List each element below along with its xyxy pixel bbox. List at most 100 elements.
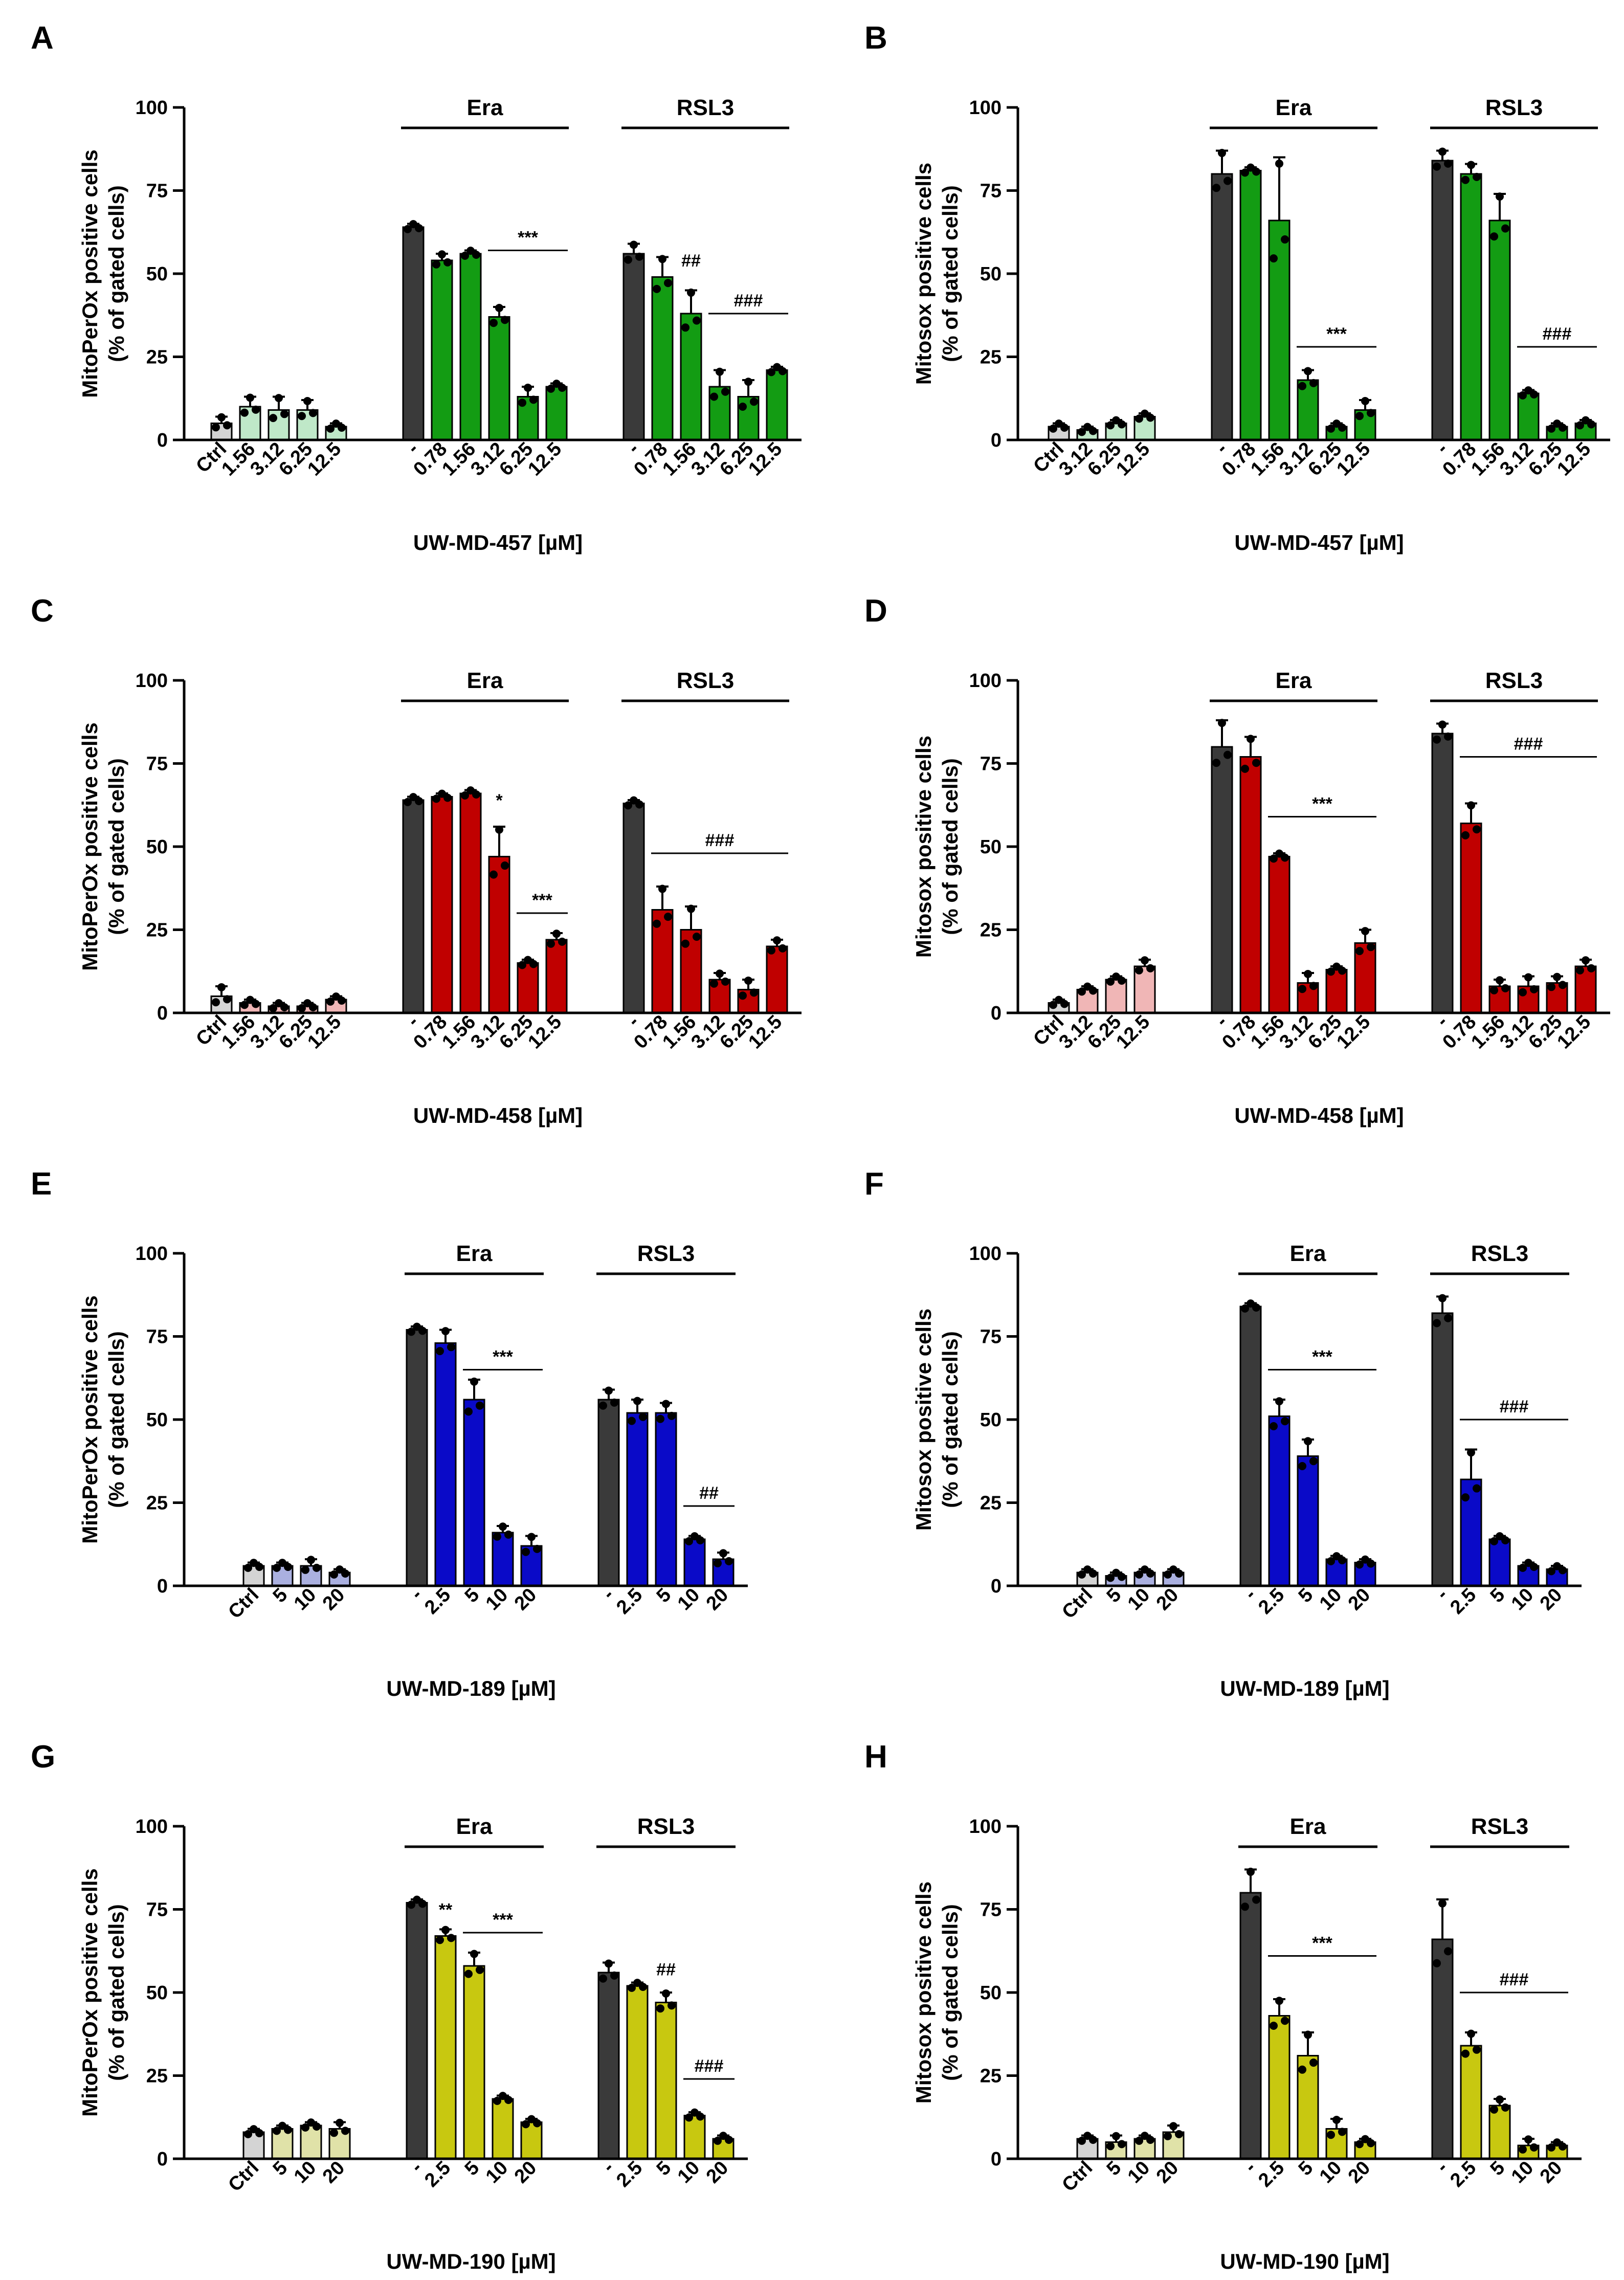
data-point (212, 998, 220, 1007)
data-point (223, 995, 231, 1004)
data-point (687, 904, 695, 913)
x-tick-label: 5 (1103, 2157, 1126, 2180)
x-tick-label: 20 (1152, 2157, 1183, 2188)
data-point (301, 2123, 309, 2132)
significance-mark: ### (695, 2056, 724, 2076)
x-axis-title: UW-MD-458 [µM] (1234, 1103, 1404, 1127)
data-point (658, 884, 666, 893)
data-point (1587, 964, 1595, 972)
x-tick-label: 5 (461, 2157, 484, 2180)
x-tick-label: Ctrl (1058, 2157, 1097, 2196)
panel-a: A 0 25 50 75 100 MitoPerOx positive cells (% of… (31, 20, 802, 555)
bar (597, 1399, 620, 1587)
data-point (464, 1407, 473, 1416)
data-point (309, 409, 317, 417)
data-point (1118, 420, 1126, 429)
data-point (524, 383, 532, 392)
data-point (1501, 984, 1509, 992)
bar (1325, 969, 1348, 1014)
x-tick-label: 10 (1124, 2157, 1154, 2188)
panel-g: G 0 25 50 75 100 MitoPerOx positive cells (% of… (31, 1739, 748, 2273)
panel-d: D 0 25 50 75 100 Mitosox positive cells (% of g… (864, 593, 1610, 1127)
data-point (1444, 1947, 1452, 1956)
x-tick-label: 10 (1507, 2157, 1538, 2188)
data-point (1146, 413, 1154, 422)
panel-f: F 0 25 50 75 100 Mitosox positive cells (% of g… (864, 1166, 1582, 1700)
bar (626, 1412, 649, 1587)
x-tick-label: Ctrl (1058, 1584, 1097, 1623)
data-point (244, 2130, 252, 2138)
x-tick-label: 12.5 (524, 438, 566, 480)
data-point (1270, 2022, 1278, 2030)
y-tick-label: 100 (969, 1816, 1002, 1838)
x-axis-title: UW-MD-457 [µM] (1234, 530, 1404, 555)
data-point (418, 1326, 427, 1335)
data-point (1060, 423, 1069, 432)
bar (1488, 2105, 1511, 2160)
bar (406, 1902, 428, 2160)
data-point (273, 1563, 281, 1572)
data-point (280, 410, 288, 418)
data-point (1327, 967, 1335, 976)
data-point (558, 937, 566, 946)
data-point (298, 412, 306, 420)
bar (1268, 219, 1291, 441)
bar (488, 316, 510, 441)
data-point (522, 2120, 530, 2129)
data-point (653, 284, 661, 293)
significance-mark: *** (1326, 324, 1347, 344)
x-tick-label: 12.5 (744, 1011, 786, 1053)
data-point (681, 323, 689, 332)
bar (271, 1565, 294, 1587)
data-point (341, 2127, 349, 2135)
group-label: Era (467, 95, 503, 120)
data-point (472, 250, 480, 259)
data-point (558, 383, 566, 392)
data-point (1112, 2132, 1120, 2140)
data-point (1247, 1868, 1255, 1876)
bar (1239, 1892, 1262, 2160)
x-tick-label: 5 (1486, 2157, 1509, 2180)
data-point (1309, 379, 1318, 387)
x-tick-label: 5 (653, 1584, 676, 1607)
data-point (1461, 2049, 1470, 2058)
significance-mark: ** (439, 1900, 453, 1920)
data-point (1467, 1448, 1475, 1457)
data-point (307, 1556, 315, 1564)
data-point (341, 1569, 349, 1578)
data-point (1118, 976, 1126, 985)
data-point (504, 2095, 513, 2104)
y-tick-label: 75 (146, 181, 168, 202)
bar (683, 2115, 706, 2160)
bar (431, 796, 453, 1014)
data-point (605, 1959, 613, 1968)
data-point (1252, 1895, 1260, 1904)
data-point (252, 1000, 260, 1008)
data-point (610, 1398, 618, 1407)
y-tick-label: 25 (146, 920, 168, 941)
bar (492, 1532, 514, 1587)
data-point (1309, 982, 1318, 990)
bar (1517, 392, 1540, 441)
panel-b: B 0 25 50 75 100 Mitosox positive cells (% of g… (864, 20, 1610, 555)
data-point (744, 976, 752, 985)
data-point (1327, 2131, 1335, 2139)
y-axis-label-line: Mitosox positive cells (911, 1881, 936, 2104)
group-label: Era (1290, 1814, 1326, 1839)
data-point (1519, 988, 1527, 997)
data-point (436, 1936, 444, 1944)
data-point (490, 870, 498, 879)
x-axis-title: UW-MD-457 [µM] (413, 530, 583, 555)
bar (1460, 173, 1482, 441)
data-point (298, 1004, 306, 1012)
x-tick-label: 12.5 (1112, 1011, 1154, 1053)
y-tick-label: 0 (157, 2149, 168, 2170)
data-point (719, 1549, 727, 1558)
x-tick-label: 12.5 (524, 1011, 566, 1053)
data-point (767, 368, 775, 377)
data-point (767, 946, 775, 955)
bar (1239, 1305, 1262, 1587)
y-axis-label-line: MitoPerOx positive cells (78, 722, 102, 971)
data-point (447, 1934, 455, 1942)
